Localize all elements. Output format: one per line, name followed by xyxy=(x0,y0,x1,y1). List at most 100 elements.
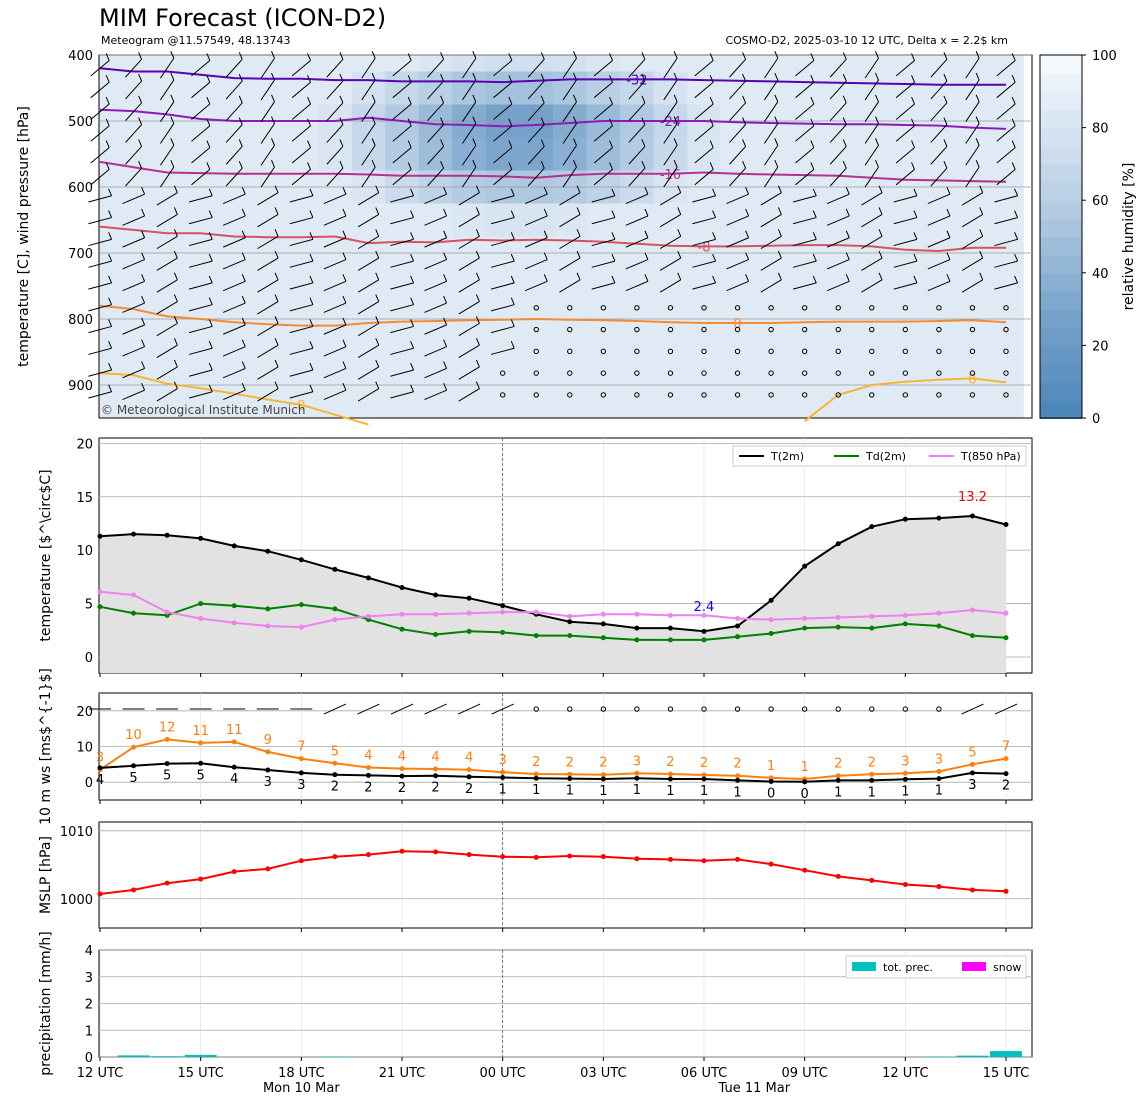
wind-barb xyxy=(156,344,178,358)
wind-barb xyxy=(424,346,447,357)
calm-wind-marker xyxy=(869,706,875,712)
rh-cell xyxy=(318,55,353,73)
temp-series-point xyxy=(500,609,506,615)
wind-barb-flag xyxy=(342,186,347,195)
wind-barb xyxy=(458,344,480,358)
colorbar-segment xyxy=(1040,363,1082,383)
wind-value-label: 2 xyxy=(1002,779,1010,794)
rh-cell xyxy=(351,335,387,370)
wind-value-label: 4 xyxy=(96,773,104,788)
wind-barb xyxy=(225,102,243,122)
wind-barb xyxy=(88,304,112,312)
calm-wind-marker xyxy=(634,326,640,333)
wind-barb xyxy=(291,103,311,120)
rh-cell xyxy=(922,335,957,370)
wind-barb-flag xyxy=(410,341,415,349)
x-tick-label: 15 UTC xyxy=(983,1066,1029,1081)
rh-cell xyxy=(519,401,554,418)
colorbar-tick-label: 60 xyxy=(1092,194,1109,209)
temp-series-point xyxy=(735,616,741,622)
mslp-point xyxy=(802,867,808,873)
wind-barb-flag xyxy=(774,159,779,168)
calm-wind-marker xyxy=(801,326,808,333)
x-tick-label: 06 UTC xyxy=(681,1066,727,1081)
wind-series-point xyxy=(533,775,539,781)
wind-barb-flag xyxy=(943,160,948,169)
wind-barb xyxy=(591,195,616,203)
wind-barb xyxy=(524,237,548,248)
rh-cell xyxy=(351,55,387,73)
mslp-point xyxy=(667,856,673,862)
wind-barb xyxy=(427,102,444,122)
wind-barb-flag xyxy=(842,52,847,60)
rh-cell xyxy=(116,401,152,418)
wind-barb-flag xyxy=(946,252,951,260)
rh-cell xyxy=(888,236,924,271)
rh-cell xyxy=(955,335,991,370)
wind-barb xyxy=(893,195,918,203)
colorbar-segment xyxy=(1040,200,1082,220)
wind-barb xyxy=(461,166,477,188)
wind-barb-flag xyxy=(510,232,515,240)
wind-barb-flag xyxy=(375,337,380,346)
wind-series-point xyxy=(399,773,405,779)
wind-barb-flag xyxy=(238,52,243,60)
colorbar-frame xyxy=(1039,54,1083,419)
wind-barb-flag xyxy=(641,139,646,147)
wind-barb-flag xyxy=(371,72,376,81)
wind-barb-flag xyxy=(812,275,817,284)
rh-cell xyxy=(116,236,152,271)
wind-series-point xyxy=(1003,756,1009,762)
wind-barb xyxy=(559,257,581,271)
mslp-point xyxy=(567,853,573,859)
calm-wind-marker xyxy=(869,305,875,311)
wind-barb-flag xyxy=(709,118,714,127)
wind-barb-flag xyxy=(309,188,314,196)
wind-barb xyxy=(593,103,613,120)
mslp-point xyxy=(902,882,908,888)
colorbar-segment xyxy=(1040,91,1082,111)
wind-barb-flag xyxy=(508,162,513,170)
wind-barb-flag xyxy=(339,95,344,104)
wind-barb-flag xyxy=(173,294,178,302)
wind-barb-flag xyxy=(440,117,445,125)
rh-cell xyxy=(519,55,554,73)
rh-cell xyxy=(351,269,387,304)
wind-barb-flag xyxy=(208,319,213,327)
wind-barb-flag xyxy=(241,186,246,195)
rh-cell xyxy=(720,269,756,304)
wind-value-label: 7 xyxy=(1002,740,1010,755)
mslp-point xyxy=(600,854,606,860)
wind-barb xyxy=(260,123,275,144)
wind-barb xyxy=(760,214,782,228)
temp-series-point xyxy=(298,602,304,608)
calm-wind-marker xyxy=(801,348,808,355)
wind-barb-flag xyxy=(943,117,948,125)
wind-barb-flag xyxy=(410,188,415,196)
rh-cell xyxy=(821,335,856,370)
wind-barb-flag xyxy=(440,52,445,60)
temp-series-point xyxy=(567,613,573,619)
wind-series-point xyxy=(567,771,573,777)
wind-barb xyxy=(424,280,447,292)
rh-cell xyxy=(99,269,118,304)
calm-wind-marker xyxy=(936,392,942,398)
rh-cell xyxy=(452,269,487,304)
wind-series-point xyxy=(768,778,774,784)
mslp-point xyxy=(701,858,707,864)
wind-barb xyxy=(895,60,915,77)
location-subtitle: Meteogram @11.57549, 48.13743 xyxy=(101,34,291,47)
wind-series-point xyxy=(969,770,975,776)
colorbar-tick-label: 40 xyxy=(1092,267,1109,282)
wind-barb-flag xyxy=(206,118,211,127)
wind-barb xyxy=(90,103,110,120)
wind-barb-flag xyxy=(375,185,380,193)
wind-barb-flag xyxy=(1011,96,1016,105)
wind-barb-flag xyxy=(443,383,448,391)
temp-series-point xyxy=(969,607,975,613)
wind-barb-flag xyxy=(108,188,113,196)
wind-barb-flag xyxy=(777,229,782,237)
wind-barb xyxy=(191,169,211,186)
wind-barb xyxy=(491,703,514,715)
wind-barb-flag xyxy=(241,252,246,260)
